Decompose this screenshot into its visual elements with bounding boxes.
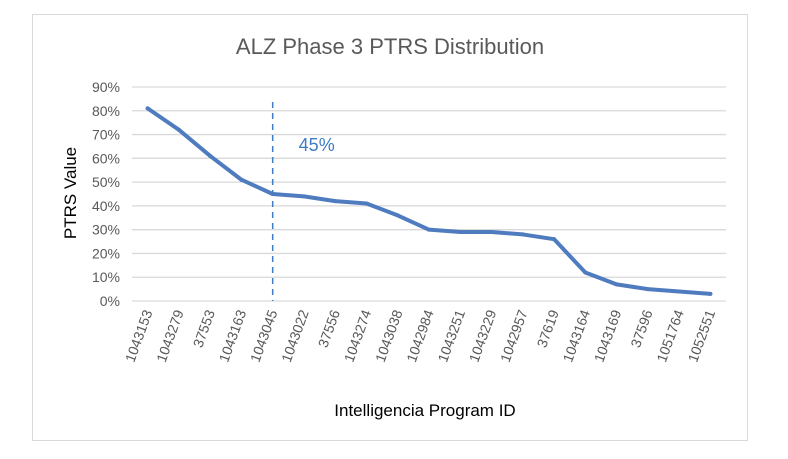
data-point [708, 291, 713, 296]
data-point [583, 270, 588, 275]
x-tick-label: 1042984 [403, 307, 437, 364]
x-tick-label: 1043022 [278, 307, 312, 364]
data-point [333, 199, 338, 204]
x-tick-label: 1043229 [466, 307, 500, 364]
data-point [270, 192, 275, 196]
x-tick-label: 1043164 [559, 307, 593, 364]
data-point [208, 153, 213, 158]
x-tick-label: 1043169 [591, 307, 625, 364]
data-point [458, 230, 463, 235]
x-tick-label: 1043038 [372, 307, 406, 364]
data-point [645, 287, 650, 292]
x-tick-label: 1043274 [341, 307, 375, 364]
y-tick-label: 90% [92, 79, 120, 95]
y-tick-label: 10% [92, 269, 120, 285]
x-tick-label: 37553 [190, 307, 218, 349]
data-point [520, 232, 525, 237]
x-tick-label: 1043279 [153, 307, 187, 364]
x-tick-label: 1043045 [247, 307, 281, 364]
x-tick-label: 37619 [534, 307, 562, 349]
data-point [145, 106, 150, 111]
y-tick-label: 30% [92, 222, 120, 238]
data-point [176, 127, 181, 132]
y-tick-label: 80% [92, 103, 120, 119]
data-point [489, 230, 494, 235]
data-point [239, 177, 244, 182]
x-tick-label: 1043251 [434, 307, 468, 364]
data-point [427, 227, 431, 232]
y-axis-label: PTRS Value [61, 147, 80, 239]
x-axis-label: Intelligencia Program ID [334, 401, 515, 420]
y-tick-label: 60% [92, 150, 120, 166]
x-tick-label: 1043163 [216, 307, 250, 364]
x-tick-label: 1043153 [122, 307, 156, 364]
y-tick-label: 70% [92, 127, 120, 143]
chart-frame [32, 14, 748, 441]
y-tick-label: 40% [92, 198, 120, 214]
chart-title: ALZ Phase 3 PTRS Distribution [236, 34, 544, 59]
annotation-label: 45% [299, 135, 335, 155]
data-point [614, 282, 619, 287]
y-tick-label: 50% [92, 174, 120, 190]
y-tick-label: 0% [100, 293, 120, 309]
x-tick-label: 1042957 [497, 307, 531, 364]
data-point [301, 194, 306, 199]
x-tick-label: 1051764 [653, 307, 687, 364]
series-line [145, 106, 713, 296]
y-tick-label: 20% [92, 245, 120, 261]
x-tick-label: 37556 [315, 307, 343, 349]
x-tick-label: 37596 [627, 307, 655, 349]
x-tick-label: 1052551 [685, 307, 719, 364]
data-point [677, 289, 682, 294]
data-point [552, 237, 557, 242]
data-point [395, 213, 400, 218]
data-point [364, 201, 369, 206]
